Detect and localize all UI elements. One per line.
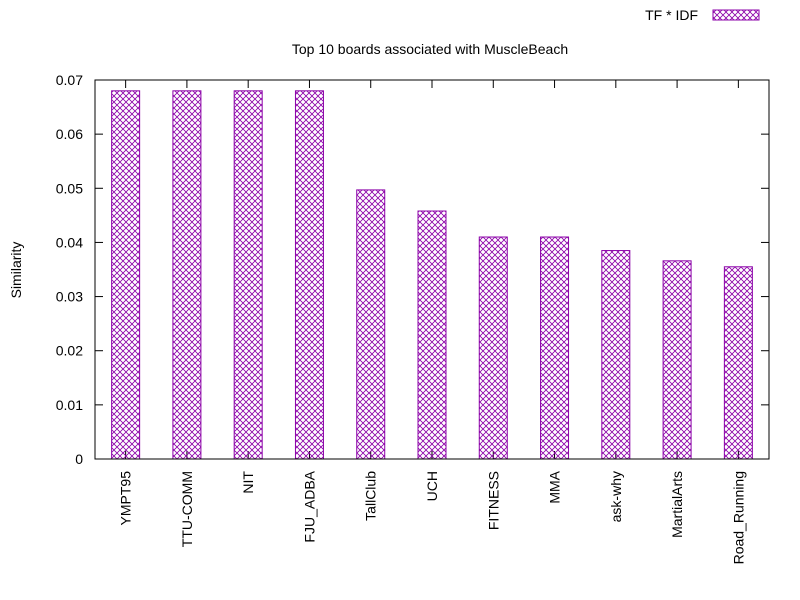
- legend-label: TF * IDF: [645, 7, 698, 23]
- bar: [540, 236, 570, 460]
- x-tick-labels: YMPT95 TTU-COMM NIT FJU_ADBA TallClub UCH FITN…: [118, 470, 747, 564]
- bar: [723, 266, 753, 460]
- y-tick-label: 0.04: [56, 234, 83, 250]
- y-tick-label: 0.03: [56, 289, 83, 305]
- chart-title: Top 10 boards associated with MuscleBeac…: [292, 41, 568, 57]
- x-tick-label: FJU_ADBA: [301, 470, 317, 542]
- x-tick-label: TallClub: [363, 471, 379, 521]
- x-tick-label: Road_Running: [730, 471, 746, 564]
- plot-frame: [94, 79, 770, 460]
- y-tick-label: 0.07: [56, 72, 83, 88]
- y-tick-label: 0: [75, 451, 83, 467]
- y-tick-label: 0.06: [56, 126, 83, 142]
- x-tick-label: FITNESS: [485, 471, 501, 530]
- x-tick-label: MartialArts: [669, 471, 685, 538]
- y-axis-label: Similarity: [8, 242, 24, 299]
- y-tick-label: 0.05: [56, 180, 83, 196]
- x-tick-label: UCH: [424, 471, 440, 501]
- bar: [478, 236, 508, 460]
- bar: [601, 250, 631, 460]
- x-tick-label: NIT: [240, 471, 256, 494]
- bar: [356, 189, 386, 460]
- bar: [662, 260, 692, 460]
- legend: TF * IDF: [645, 7, 760, 23]
- y-tick-labels: 0 0.01 0.02 0.03 0.04 0.05 0.06 0.07: [56, 72, 83, 467]
- x-tick-label: YMPT95: [118, 471, 134, 526]
- bar: [417, 210, 447, 460]
- bar: [294, 90, 324, 460]
- bars: [111, 90, 753, 460]
- bar: [172, 90, 202, 460]
- x-tick-label: MMA: [547, 470, 563, 503]
- y-tick-label: 0.01: [56, 397, 83, 413]
- bar: [111, 90, 141, 460]
- legend-swatch: [712, 9, 760, 21]
- bar: [233, 90, 263, 460]
- y-tick-label: 0.02: [56, 343, 83, 359]
- x-tick-label: ask-why: [608, 471, 624, 522]
- x-tick-label: TTU-COMM: [179, 471, 195, 547]
